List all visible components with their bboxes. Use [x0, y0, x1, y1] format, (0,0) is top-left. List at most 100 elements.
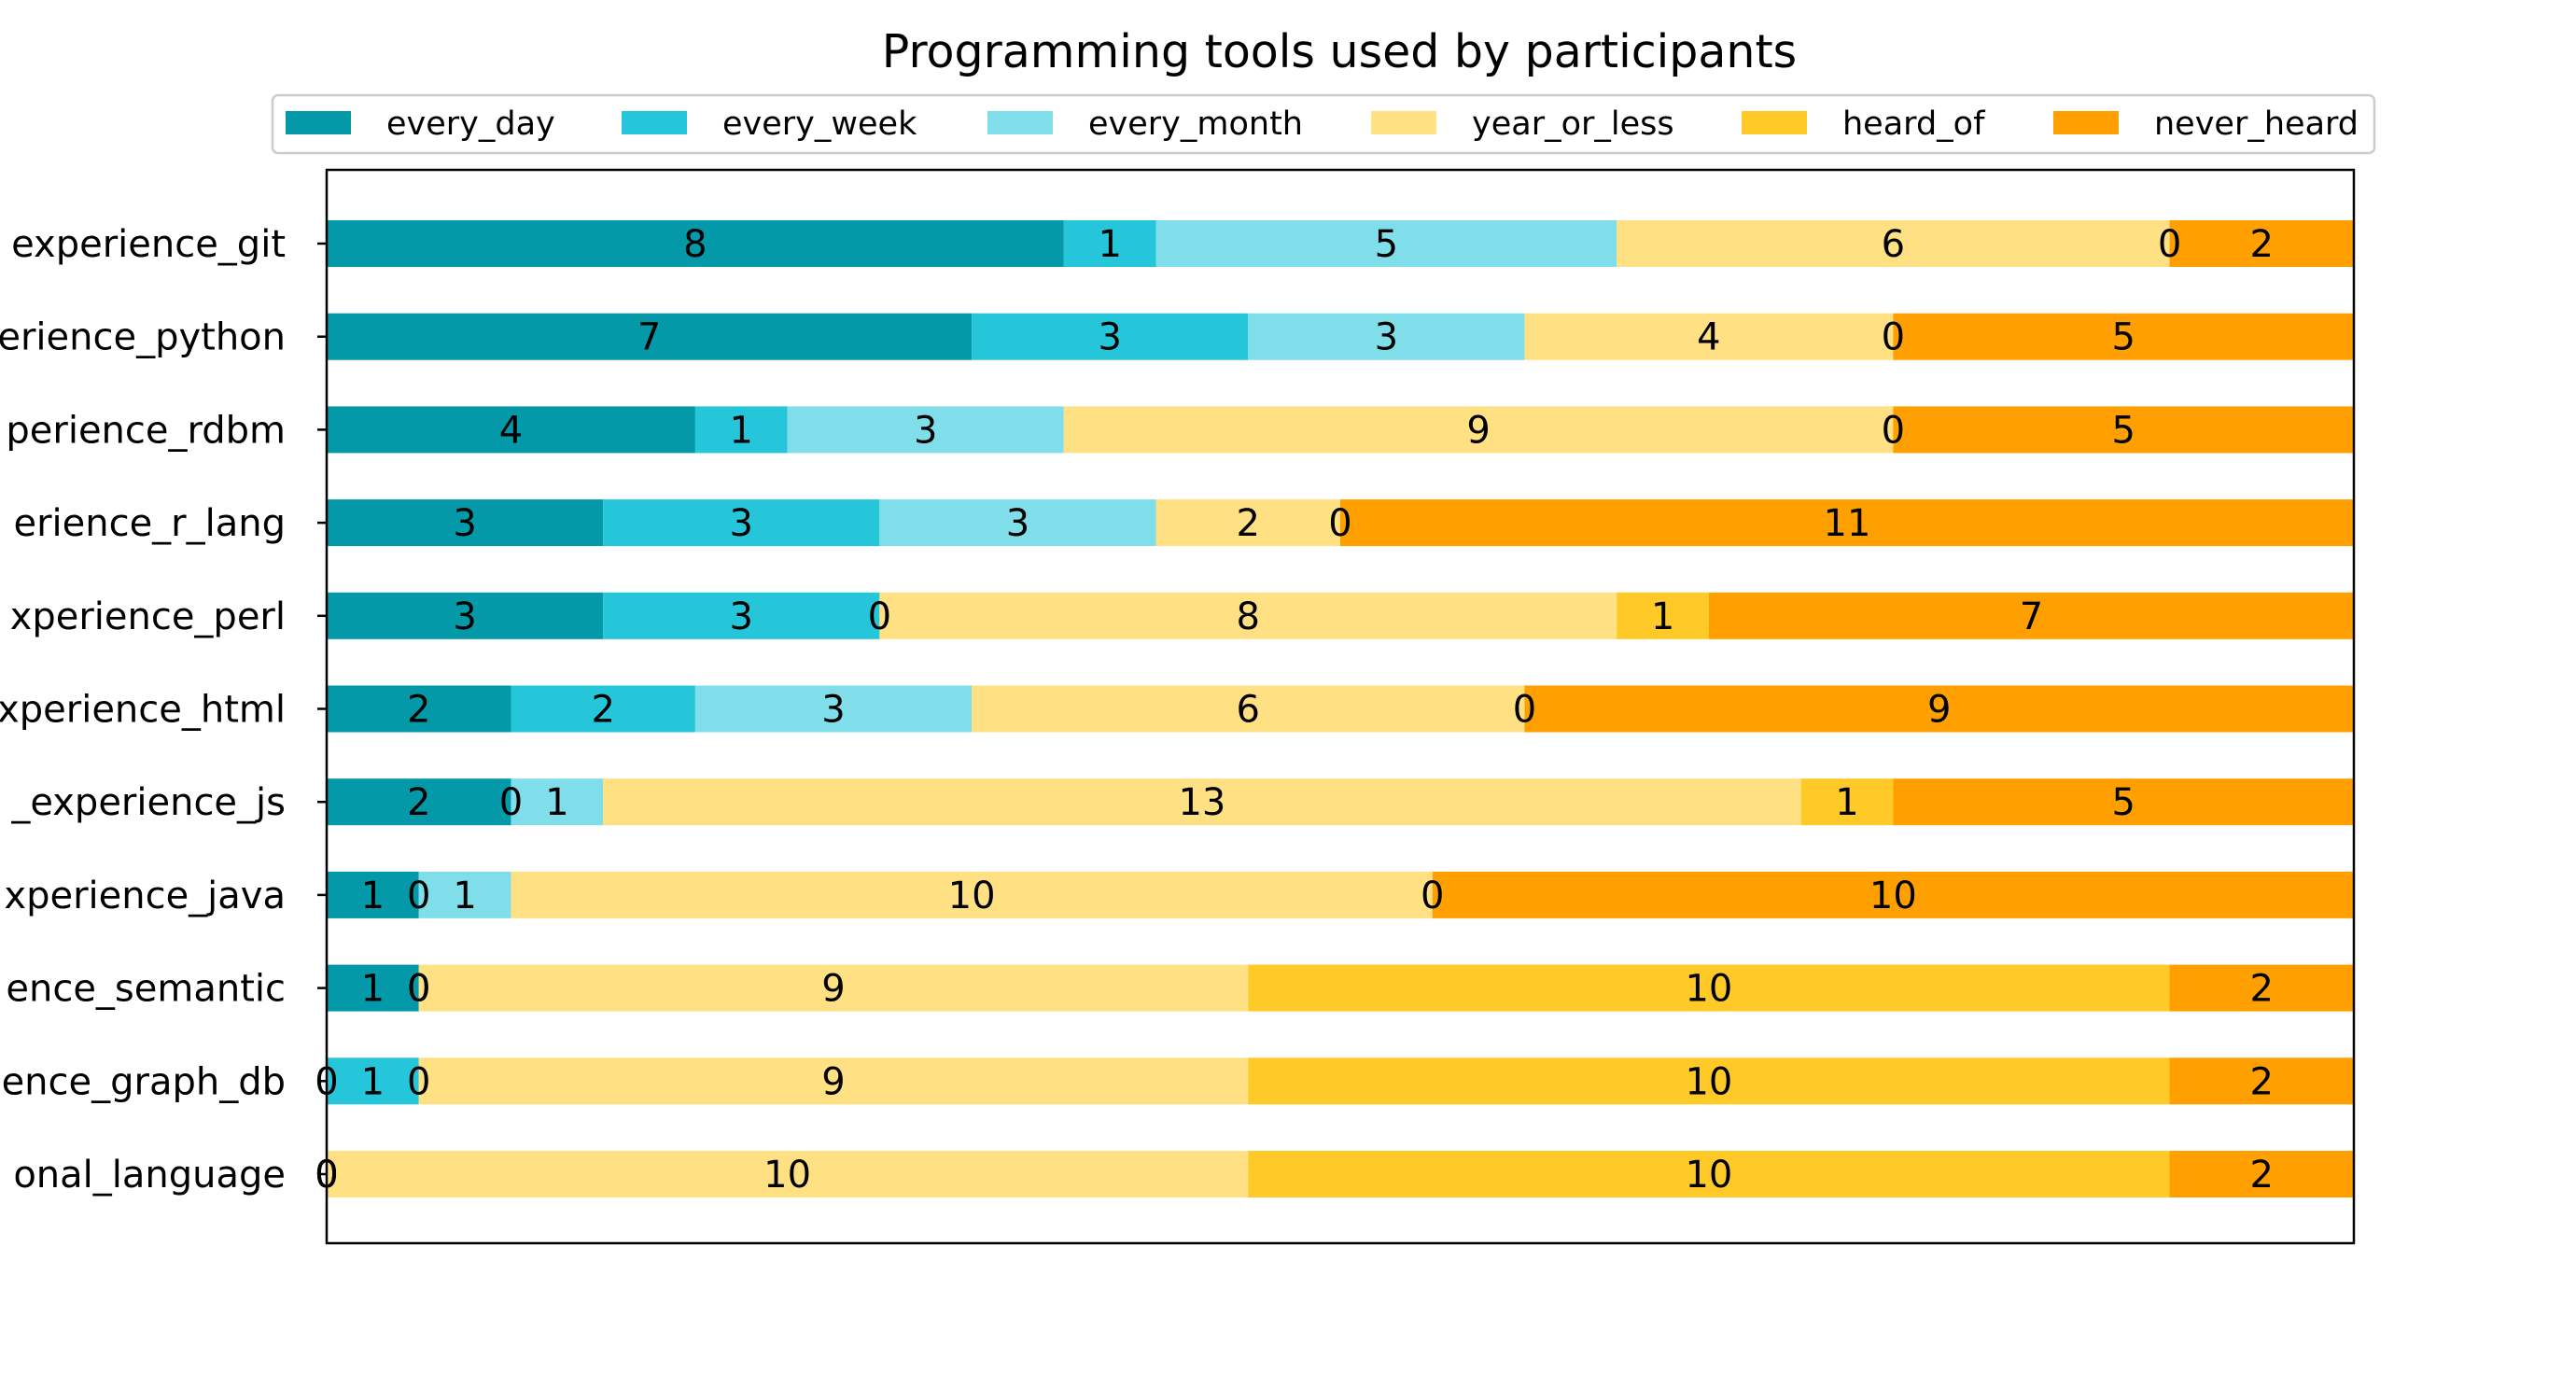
bar-value-label: 3: [914, 409, 937, 452]
bar-value-label: 1: [1651, 595, 1674, 638]
bar-segment-every_week: [511, 685, 695, 733]
bars-layer: [327, 220, 2354, 1197]
bar-segment-never_heard: [1893, 778, 2354, 826]
bar-value-label: 4: [499, 409, 523, 452]
legend-swatch-every_month: [987, 111, 1053, 134]
bar-segment-year_or_less: [418, 1057, 1249, 1105]
y-tick-label: xperience_java: [4, 875, 286, 917]
legend-swatch-heard_of: [1742, 111, 1807, 134]
bar-segment-year_or_less: [1155, 499, 1340, 547]
legend-label: year_or_less: [1472, 105, 1674, 143]
bar-value-label: 3: [1006, 502, 1029, 545]
bar-value-label: 1: [453, 875, 476, 917]
bar-value-label: 5: [2111, 781, 2135, 824]
bar-value-label: 3: [453, 595, 476, 638]
legend-label: heard_of: [1842, 105, 1985, 143]
plot-frame: [325, 168, 2356, 1245]
bar-value-label: 5: [2111, 409, 2135, 452]
bar-segment-every_month: [418, 871, 511, 918]
bar-segment-year_or_less: [1524, 313, 1894, 360]
bar-segment-every_day: [327, 220, 1064, 267]
legend-swatch-never_heard: [2053, 111, 2119, 134]
bar-value-label: 5: [1375, 223, 1398, 266]
y-tick-label: erience_r_lang: [13, 502, 286, 545]
legend-label: never_heard: [2154, 105, 2359, 143]
bar-value-label: 2: [407, 689, 430, 732]
bar-value-label: 6: [1237, 689, 1260, 732]
bar-segment-every_month: [511, 778, 604, 826]
bar-value-label: 3: [730, 502, 753, 545]
bar-segment-every_day: [327, 313, 973, 360]
bar-value-label: 8: [683, 223, 707, 266]
y-tick-label: ence_semantic: [6, 968, 286, 1011]
bar-value-label: 7: [2020, 595, 2043, 638]
legend: every_day every_week every_month year_or_le…: [271, 93, 2376, 155]
bar-segment-every_day: [327, 499, 604, 547]
bar-segment-every_month: [1155, 220, 1617, 267]
bar-segment-never_heard: [2169, 1057, 2354, 1105]
y-tick-label: experience_git: [11, 223, 286, 266]
bar-value-label: 0: [1882, 409, 1905, 452]
bar-segment-every_month: [879, 499, 1156, 547]
bar-value-label: 3: [1098, 316, 1121, 359]
bar-segment-heard_of: [1248, 1057, 2170, 1105]
bar-segment-never_heard: [1893, 406, 2354, 454]
bar-segment-every_week: [1063, 220, 1156, 267]
bar-segment-heard_of: [1800, 778, 1894, 826]
y-tick-label: onal_language: [13, 1154, 286, 1197]
bar-value-label: 2: [591, 689, 614, 732]
bar-value-label: 11: [1824, 502, 1871, 545]
chart-title: Programming tools used by participants: [882, 25, 1797, 78]
bar-value-label: 0: [2158, 223, 2181, 266]
bar-value-label: 1: [1098, 223, 1121, 266]
bar-segment-never_heard: [2169, 1151, 2354, 1197]
bar-value-label: 10: [1685, 1154, 1732, 1197]
bar-value-label: 3: [1375, 316, 1398, 359]
bar-segment-year_or_less: [418, 964, 1249, 1012]
legend-swatch-every_day: [286, 111, 351, 134]
bar-segment-year_or_less: [327, 1151, 1249, 1197]
bar-segment-every_week: [603, 499, 880, 547]
bar-value-label: 0: [1513, 689, 1536, 732]
bar-segment-every_day: [327, 778, 511, 826]
bar-value-label: 9: [1466, 409, 1490, 452]
bar-value-label: 2: [2250, 223, 2274, 266]
bar-value-label: 0: [407, 875, 430, 917]
bar-value-label: 2: [2250, 1154, 2274, 1197]
y-tick-label: erience_python: [0, 316, 286, 359]
bar-value-label: 3: [821, 689, 845, 732]
y-tick-label: _experience_js: [10, 781, 286, 824]
legend-swatch-every_week: [622, 111, 687, 134]
bar-segment-year_or_less: [879, 592, 1617, 639]
bar-segment-every_day: [327, 592, 604, 639]
bar-segment-never_heard: [1340, 499, 2354, 547]
legend-box: [271, 93, 2376, 155]
bar-segment-year_or_less: [511, 871, 1433, 918]
y-tick-label: xperience_perl: [10, 595, 286, 638]
bar-value-label: 2: [2250, 968, 2274, 1011]
bar-segment-never_heard: [2169, 964, 2354, 1012]
bar-segment-heard_of: [1617, 592, 1709, 639]
bar-segment-never_heard: [1708, 592, 2354, 639]
bar-value-label: 1: [1835, 781, 1858, 824]
bar-value-label: 0: [499, 781, 523, 824]
bar-value-label: 1: [361, 968, 385, 1011]
bar-value-label: 4: [1697, 316, 1720, 359]
legend-label: every_day: [386, 105, 555, 143]
bar-value-label: 0: [407, 968, 430, 1011]
legend-label: every_week: [722, 105, 917, 143]
bar-value-label: 0: [407, 968, 430, 1011]
bar-value-label: 10: [1685, 1060, 1732, 1103]
bar-segment-every_month: [787, 406, 1064, 454]
bar-segment-heard_of: [1248, 1151, 2170, 1197]
legend-swatch-year_or_less: [1371, 111, 1436, 134]
y-tick-label: perience_rdbm: [6, 409, 286, 452]
bar-segment-every_week: [603, 592, 880, 639]
bar-value-label: 0: [407, 1060, 430, 1103]
bar-value-label: 3: [730, 595, 753, 638]
legend-label: every_month: [1088, 105, 1303, 143]
bar-segment-every_day: [327, 871, 419, 918]
bar-segment-year_or_less: [603, 778, 1801, 826]
bar-value-label: 10: [1685, 968, 1732, 1011]
bar-segment-never_heard: [1524, 685, 2354, 733]
